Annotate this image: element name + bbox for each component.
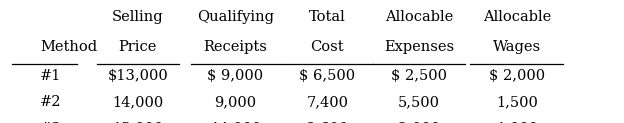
Text: $ 2,000: $ 2,000 [489, 69, 545, 83]
Text: 15,000: 15,000 [112, 122, 163, 123]
Text: $13,000: $13,000 [107, 69, 168, 83]
Text: Allocable: Allocable [385, 10, 453, 24]
Text: 1,500: 1,500 [496, 95, 538, 109]
Text: $ 2,500: $ 2,500 [391, 69, 447, 83]
Text: Allocable: Allocable [483, 10, 551, 24]
Text: Total: Total [309, 10, 346, 24]
Text: #2: #2 [40, 95, 61, 109]
Text: Receipts: Receipts [203, 40, 268, 54]
Text: $ 6,500: $ 6,500 [300, 69, 355, 83]
Text: $ 9,000: $ 9,000 [208, 69, 263, 83]
Text: Price: Price [119, 40, 157, 54]
Text: Qualifying: Qualifying [197, 10, 274, 24]
Text: 2,000: 2,000 [398, 122, 440, 123]
Text: Cost: Cost [311, 40, 344, 54]
Text: Selling: Selling [112, 10, 163, 24]
Text: 1,000: 1,000 [496, 122, 538, 123]
Text: Wages: Wages [493, 40, 541, 54]
Text: 14,000: 14,000 [210, 122, 261, 123]
Text: Method: Method [40, 40, 97, 54]
Text: #1: #1 [40, 69, 61, 83]
Text: 14,000: 14,000 [112, 95, 163, 109]
Text: 7,400: 7,400 [306, 95, 348, 109]
Text: 9,000: 9,000 [215, 95, 256, 109]
Text: Expenses: Expenses [384, 40, 454, 54]
Text: #3: #3 [40, 122, 62, 123]
Text: 8,600: 8,600 [306, 122, 348, 123]
Text: 5,500: 5,500 [398, 95, 440, 109]
